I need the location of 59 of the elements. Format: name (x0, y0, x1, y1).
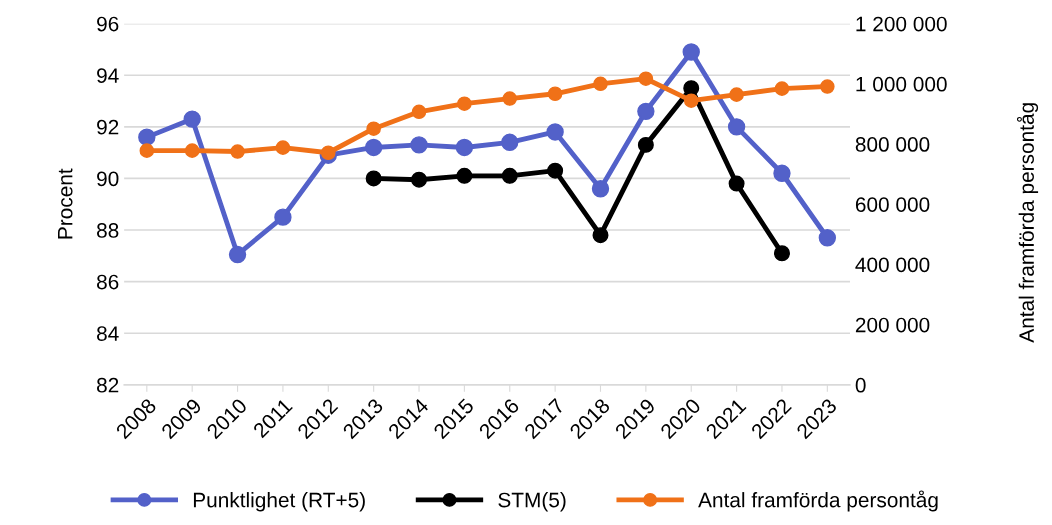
point (411, 171, 428, 188)
point (638, 71, 654, 87)
legend-label: STM(5) (498, 492, 566, 512)
point (275, 140, 291, 155)
point (183, 110, 201, 128)
y-tick-label: 84 (97, 326, 119, 341)
point (410, 136, 428, 154)
point (682, 43, 700, 61)
y2-tick-label: 0 (855, 377, 866, 393)
point (274, 208, 292, 226)
point (366, 121, 381, 136)
point (773, 245, 790, 262)
point (637, 136, 654, 153)
y2-axis-title: Antal framförda persontåg (1016, 103, 1039, 343)
point (456, 167, 473, 184)
point (455, 138, 474, 157)
legend-label: Punktlighet (RT+5) (193, 492, 365, 512)
point (818, 229, 837, 247)
point (228, 245, 247, 264)
point (501, 133, 519, 151)
y-tick-label: 88 (97, 223, 119, 238)
point (637, 102, 655, 121)
point (365, 170, 382, 187)
y-tick-label: 90 (97, 171, 119, 187)
point (364, 138, 383, 157)
y2-tick-label: 1 000 000 (856, 76, 947, 92)
y2-tick-label: 800 000 (855, 137, 930, 152)
point (501, 167, 518, 184)
y-tick-label: 92 (97, 119, 119, 135)
point (547, 162, 564, 179)
point (547, 86, 563, 102)
point (546, 123, 564, 141)
y2-tick-label: 200 000 (855, 317, 930, 333)
legend-label: Antal framförda persontåg (698, 490, 938, 512)
point (773, 164, 791, 182)
point (184, 143, 200, 158)
point (139, 143, 155, 158)
point (593, 76, 608, 92)
y-tick-label: 94 (97, 68, 119, 83)
y-tick-label: 96 (97, 16, 119, 32)
y2-tick-label: 600 000 (855, 197, 930, 212)
y2-tick-label: 400 000 (855, 257, 930, 273)
y-tick-label: 82 (97, 377, 119, 393)
point (138, 128, 156, 146)
point (591, 180, 610, 198)
point (592, 227, 609, 244)
point (411, 104, 427, 120)
y2-tick-label: 1 200 000 (856, 16, 947, 32)
point (774, 81, 790, 96)
point (820, 79, 835, 94)
point (502, 91, 518, 106)
point (457, 96, 472, 111)
y-axis-title: Procent (58, 168, 73, 239)
point (683, 93, 699, 108)
point (729, 87, 744, 102)
point (230, 144, 245, 159)
y-tick-label: 86 (97, 274, 119, 290)
point (728, 175, 745, 192)
point (727, 118, 746, 136)
